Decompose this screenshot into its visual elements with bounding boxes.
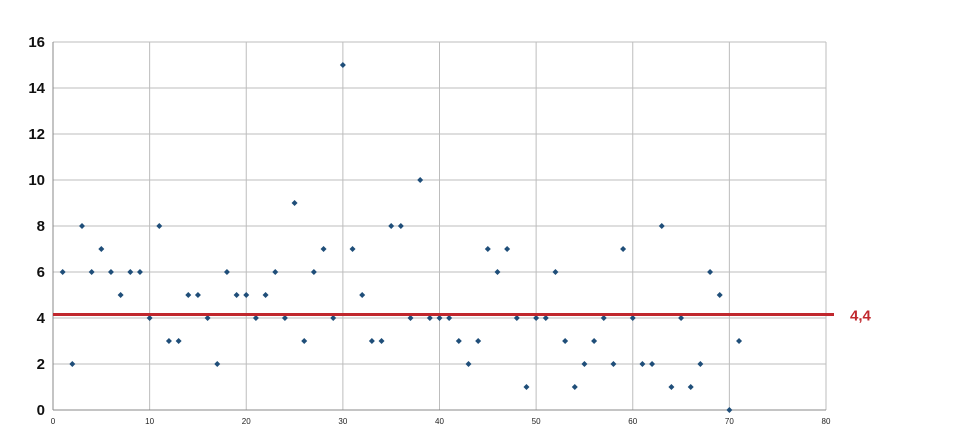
data-point [455, 338, 462, 344]
y-tick-label: 10 [28, 172, 45, 189]
x-tick-label: 20 [242, 417, 251, 426]
data-point [281, 315, 288, 321]
data-point [697, 361, 704, 367]
x-tick-label: 70 [725, 417, 734, 426]
data-point [185, 292, 192, 298]
data-point [658, 223, 665, 229]
data-point [600, 315, 607, 321]
data-point [620, 246, 627, 252]
data-point [69, 361, 76, 367]
data-point [156, 223, 163, 229]
y-tick-label: 12 [28, 126, 45, 143]
data-point [407, 315, 414, 321]
data-point [233, 292, 240, 298]
data-point [513, 315, 520, 321]
data-point [552, 269, 559, 275]
x-tick-label: 30 [338, 417, 347, 426]
data-point [78, 223, 85, 229]
data-point [146, 315, 153, 321]
x-tick-labels: 0 10 20 30 40 50 60 70 80 [51, 417, 831, 426]
data-point [330, 315, 337, 321]
data-point [417, 177, 424, 183]
data-points [59, 62, 743, 413]
data-point [494, 269, 501, 275]
data-point [465, 361, 472, 367]
data-point [368, 338, 375, 344]
data-point [175, 338, 182, 344]
x-tick-label: 60 [628, 417, 637, 426]
data-point [649, 361, 656, 367]
data-point [310, 269, 317, 275]
data-point [484, 246, 491, 252]
data-point [378, 338, 385, 344]
data-point [436, 315, 443, 321]
data-point [426, 315, 433, 321]
data-point [88, 269, 95, 275]
data-point [629, 315, 636, 321]
data-point [610, 361, 617, 367]
y-tick-label: 6 [37, 264, 45, 281]
data-point [668, 384, 675, 390]
data-point [446, 315, 453, 321]
data-point [214, 361, 221, 367]
y-tick-labels: 0 2 4 6 8 10 12 14 16 [28, 34, 45, 419]
data-point [678, 315, 685, 321]
y-tick-label: 14 [28, 80, 45, 97]
data-point [301, 338, 308, 344]
x-tick-label: 0 [51, 417, 56, 426]
y-tick-label: 4 [37, 310, 46, 327]
y-tick-label: 0 [37, 402, 45, 419]
data-point [320, 246, 327, 252]
data-point [59, 269, 66, 275]
data-point [475, 338, 482, 344]
data-point [107, 269, 114, 275]
data-point [165, 338, 172, 344]
data-point [127, 269, 134, 275]
data-point [262, 292, 269, 298]
data-point [204, 315, 211, 321]
data-point [591, 338, 598, 344]
data-point [223, 269, 230, 275]
data-point [359, 292, 366, 298]
y-tick-label: 2 [37, 356, 45, 373]
x-tick-label: 80 [822, 417, 831, 426]
reference-line-label: 4,4 [850, 308, 872, 325]
data-point [117, 292, 124, 298]
x-tick-label: 40 [435, 417, 444, 426]
data-point [243, 292, 250, 298]
y-tick-label: 16 [28, 34, 45, 51]
data-point [639, 361, 646, 367]
data-point [98, 246, 105, 252]
data-point [736, 338, 743, 344]
x-tick-label: 10 [145, 417, 154, 426]
data-point [726, 407, 733, 413]
data-point [291, 200, 298, 206]
data-point [571, 384, 578, 390]
data-point [707, 269, 714, 275]
data-point [523, 384, 530, 390]
data-point [581, 361, 588, 367]
data-point [533, 315, 540, 321]
data-point [504, 246, 511, 252]
data-point [388, 223, 395, 229]
data-point [542, 315, 549, 321]
data-point [272, 269, 279, 275]
data-point [349, 246, 356, 252]
data-point [397, 223, 404, 229]
data-point [252, 315, 259, 321]
data-point [136, 269, 143, 275]
data-point [716, 292, 723, 298]
data-point [562, 338, 569, 344]
data-point [339, 62, 346, 68]
data-point [194, 292, 201, 298]
x-tick-label: 50 [532, 417, 541, 426]
y-tick-label: 8 [37, 218, 45, 235]
data-point [687, 384, 694, 390]
